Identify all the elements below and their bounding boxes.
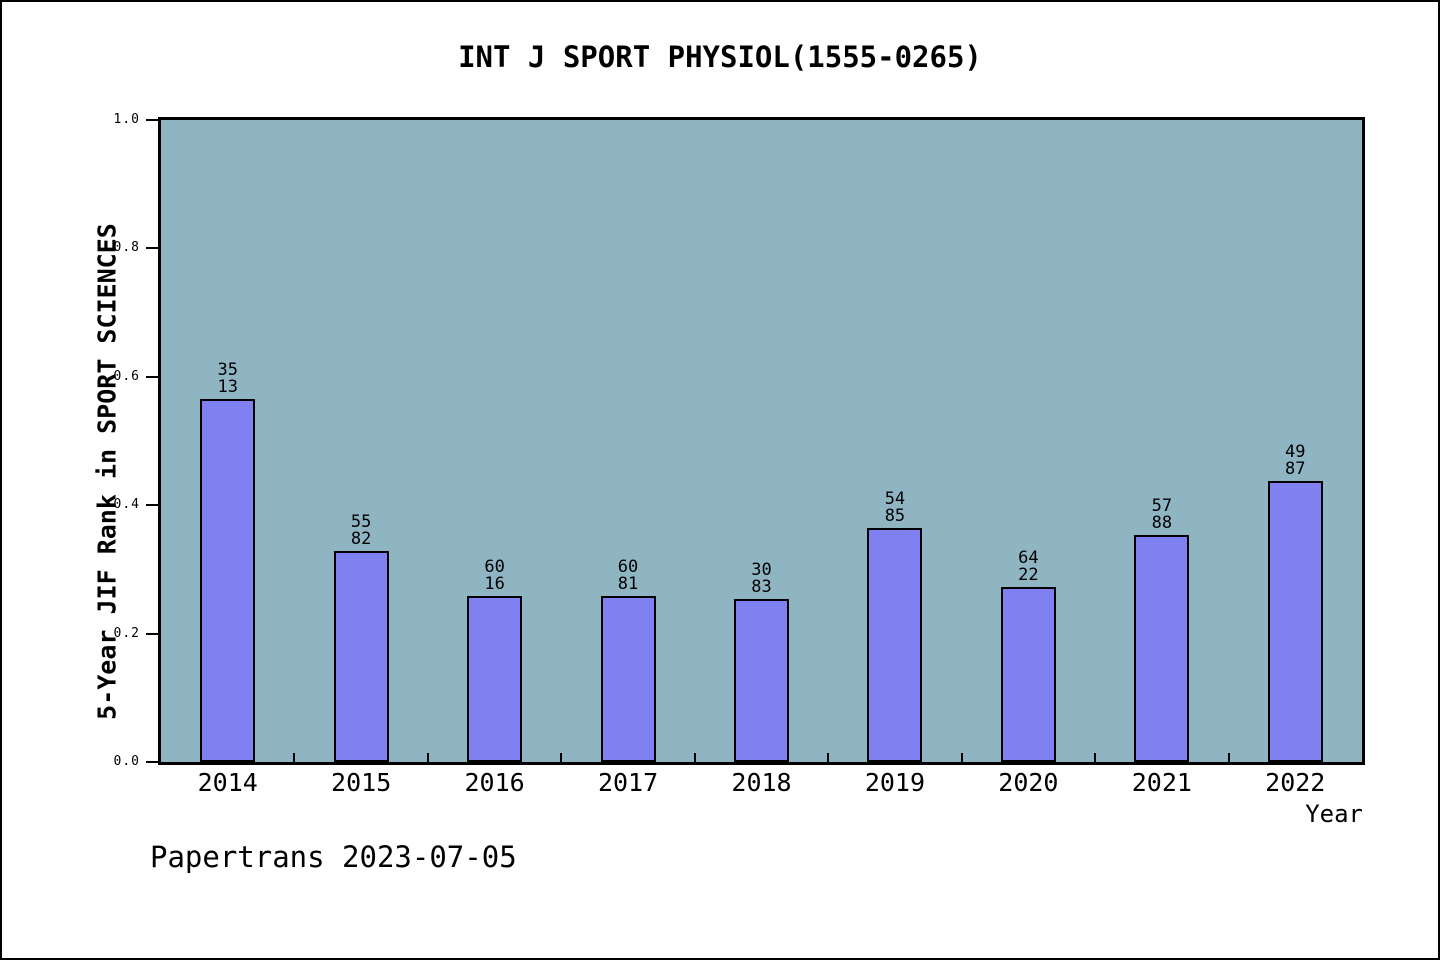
bar-2016 bbox=[467, 596, 523, 762]
bar-value-label: 64 22 bbox=[1018, 548, 1039, 585]
x-tick-label-2015: 2015 bbox=[331, 768, 392, 797]
y-tick-mark bbox=[146, 119, 158, 121]
bar-2018 bbox=[734, 599, 789, 762]
x-tick-label-2022: 2022 bbox=[1265, 768, 1326, 797]
watermark-text: Papertrans 2023-07-05 bbox=[150, 840, 517, 874]
bar-2021 bbox=[1134, 535, 1190, 762]
bar-2017 bbox=[600, 596, 656, 762]
y-tick-label-0.8: 0.8 bbox=[113, 240, 140, 256]
y-axis-label: 5-Year JIF Rank in SPORT SCIENCES bbox=[92, 223, 122, 720]
y-tick-label-0.6: 0.6 bbox=[113, 368, 140, 384]
x-minor-tick bbox=[560, 753, 563, 762]
x-minor-tick bbox=[827, 753, 830, 762]
x-tick-label-2021: 2021 bbox=[1131, 768, 1192, 797]
x-tick-label-2014: 2014 bbox=[197, 768, 258, 797]
y-tick-label-0.0: 0.0 bbox=[113, 754, 140, 769]
bar-value-label: 49 87 bbox=[1285, 442, 1306, 479]
x-tick-label-2018: 2018 bbox=[731, 768, 792, 797]
x-minor-tick bbox=[1094, 753, 1097, 762]
x-tick-label-2016: 2016 bbox=[464, 768, 525, 797]
bar-value-label: 57 88 bbox=[1151, 496, 1173, 533]
x-minor-tick bbox=[426, 753, 429, 762]
y-tick-label-0.2: 0.2 bbox=[113, 625, 140, 641]
bar-2015 bbox=[333, 551, 389, 762]
bar-2019 bbox=[867, 528, 923, 762]
x-minor-tick bbox=[960, 753, 963, 762]
x-tick-label-2017: 2017 bbox=[597, 768, 659, 797]
x-axis-title: Year bbox=[1305, 800, 1363, 828]
y-tick-mark bbox=[146, 504, 158, 507]
y-tick-mark bbox=[146, 761, 158, 763]
chart-title: INT J SPORT PHYSIOL(1555-0265) bbox=[458, 40, 982, 74]
bar-value-label: 60 16 bbox=[484, 557, 505, 594]
y-tick-mark bbox=[146, 375, 158, 378]
y-tick-mark bbox=[146, 247, 158, 250]
plot-area: 35 13 55 82 60 16 60 81 30 83 54 85 64 22 57 88 49 87 bbox=[158, 117, 1365, 765]
y-tick-mark bbox=[146, 632, 158, 635]
y-tick-label-1.0: 1.0 bbox=[113, 112, 140, 127]
bar-2014 bbox=[200, 399, 256, 762]
x-minor-tick bbox=[293, 753, 296, 762]
bar-value-label: 35 13 bbox=[217, 360, 238, 397]
x-tick-label-2020: 2020 bbox=[998, 768, 1059, 797]
y-tick-label-0.4: 0.4 bbox=[113, 497, 140, 513]
bar-value-label: 30 83 bbox=[751, 560, 772, 597]
bar-2020 bbox=[1000, 587, 1056, 762]
x-minor-tick bbox=[1227, 753, 1230, 762]
x-tick-label-2019: 2019 bbox=[864, 768, 926, 797]
x-minor-tick bbox=[693, 753, 696, 762]
bar-2022 bbox=[1267, 481, 1323, 762]
bar-value-label: 54 85 bbox=[884, 489, 906, 526]
bar-value-label: 60 81 bbox=[617, 557, 639, 594]
bar-value-label: 55 82 bbox=[350, 512, 372, 549]
